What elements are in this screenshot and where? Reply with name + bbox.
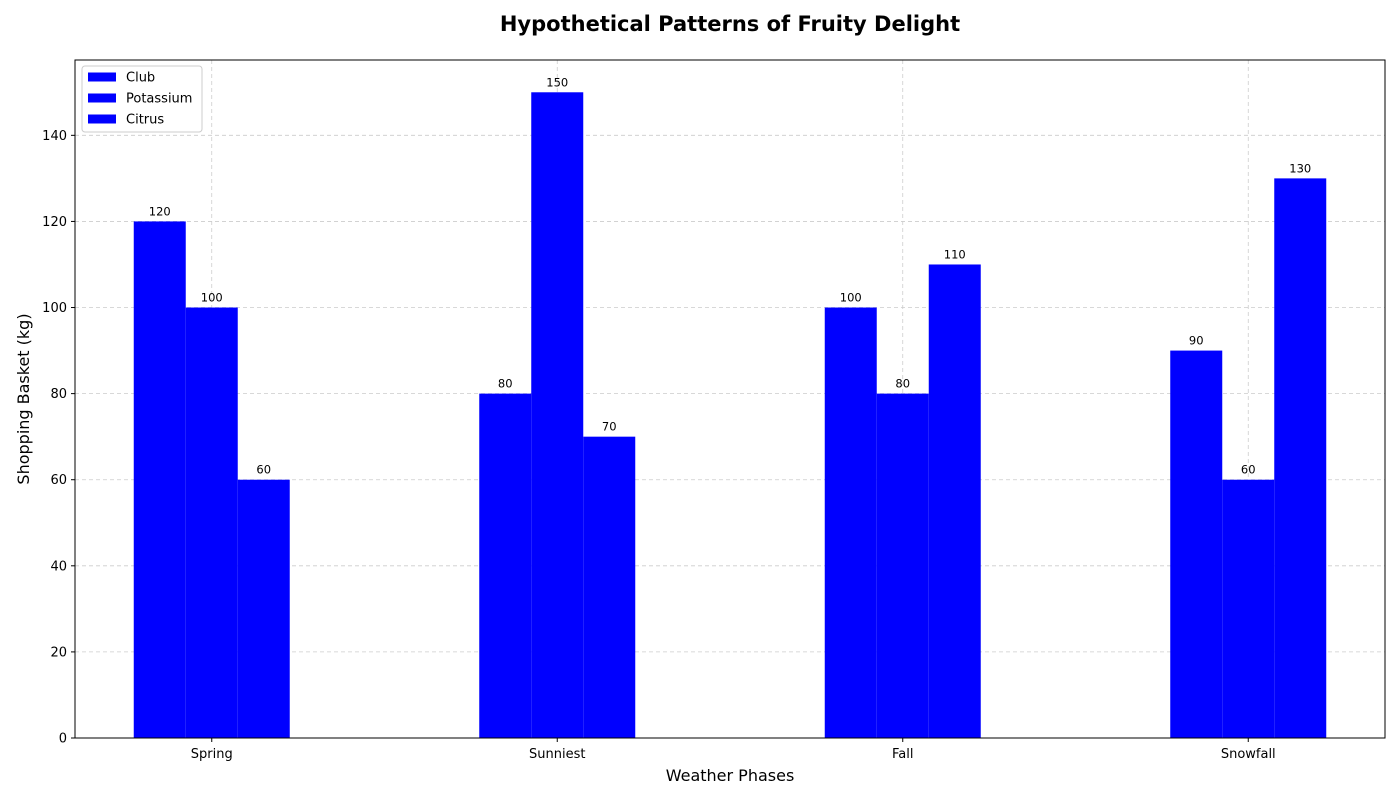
legend-swatch: [88, 72, 116, 82]
bar-citrus-spring: [237, 479, 290, 738]
legend-swatch: [88, 114, 116, 124]
legend-label: Club: [126, 71, 155, 86]
bar-value-label: 150: [546, 75, 568, 89]
y-tick-label: 140: [42, 129, 67, 144]
x-tick-label: Fall: [892, 747, 913, 762]
bar-potassium-sunniest: [531, 92, 584, 739]
bar-citrus-fall: [928, 264, 981, 738]
legend-swatch: [88, 93, 116, 103]
bar-value-label: 130: [1289, 161, 1311, 175]
bar-citrus-snowfall: [1274, 178, 1327, 738]
bar-potassium-snowfall: [1222, 479, 1275, 738]
y-tick-label: 40: [50, 559, 67, 574]
axis-ticks: 0 20 40 60 80 100 120 140 Spring Sunniest Fall Snow…: [42, 129, 1276, 762]
bar-value-label: 100: [201, 291, 223, 305]
bars: [133, 92, 1327, 739]
bar-value-label: 90: [1189, 334, 1204, 348]
legend-label: Potassium: [126, 92, 192, 107]
x-tick-label: Snowfall: [1221, 747, 1276, 762]
y-tick-label: 20: [50, 645, 67, 660]
bar-value-label: 110: [944, 247, 966, 261]
chart-title: Hypothetical Patterns of Fruity Delight: [500, 12, 960, 36]
x-tick-label: Spring: [191, 747, 233, 762]
bar-club-snowfall: [1170, 350, 1223, 738]
legend-label: Citrus: [126, 113, 164, 128]
bar-club-fall: [824, 307, 877, 738]
bar-potassium-fall: [876, 393, 929, 738]
y-axis-label: Shopping Basket (kg): [14, 313, 33, 484]
bar-club-spring: [133, 221, 186, 738]
bar-citrus-sunniest: [583, 436, 636, 738]
bar-potassium-spring: [185, 307, 238, 738]
legend: Club Potassium Citrus: [81, 65, 203, 133]
data-labels: 120 80 100 90 100 150 80 60 60 70 110 130: [149, 75, 1311, 476]
bar-value-label: 60: [1241, 463, 1256, 477]
bar-club-sunniest: [479, 393, 532, 738]
y-tick-label: 60: [50, 473, 67, 488]
y-tick-label: 80: [50, 387, 67, 402]
bar-value-label: 60: [256, 463, 271, 477]
x-axis-label: Weather Phases: [666, 766, 795, 785]
y-tick-label: 120: [42, 215, 67, 230]
bar-value-label: 100: [840, 291, 862, 305]
bar-value-label: 80: [498, 377, 513, 391]
x-tick-label: Sunniest: [529, 747, 585, 762]
bar-value-label: 120: [149, 204, 171, 218]
y-tick-label: 100: [42, 301, 67, 316]
bar-value-label: 70: [602, 420, 617, 434]
bar-value-label: 80: [895, 377, 910, 391]
y-tick-label: 0: [59, 732, 67, 747]
plot-frame: [74, 59, 1386, 739]
